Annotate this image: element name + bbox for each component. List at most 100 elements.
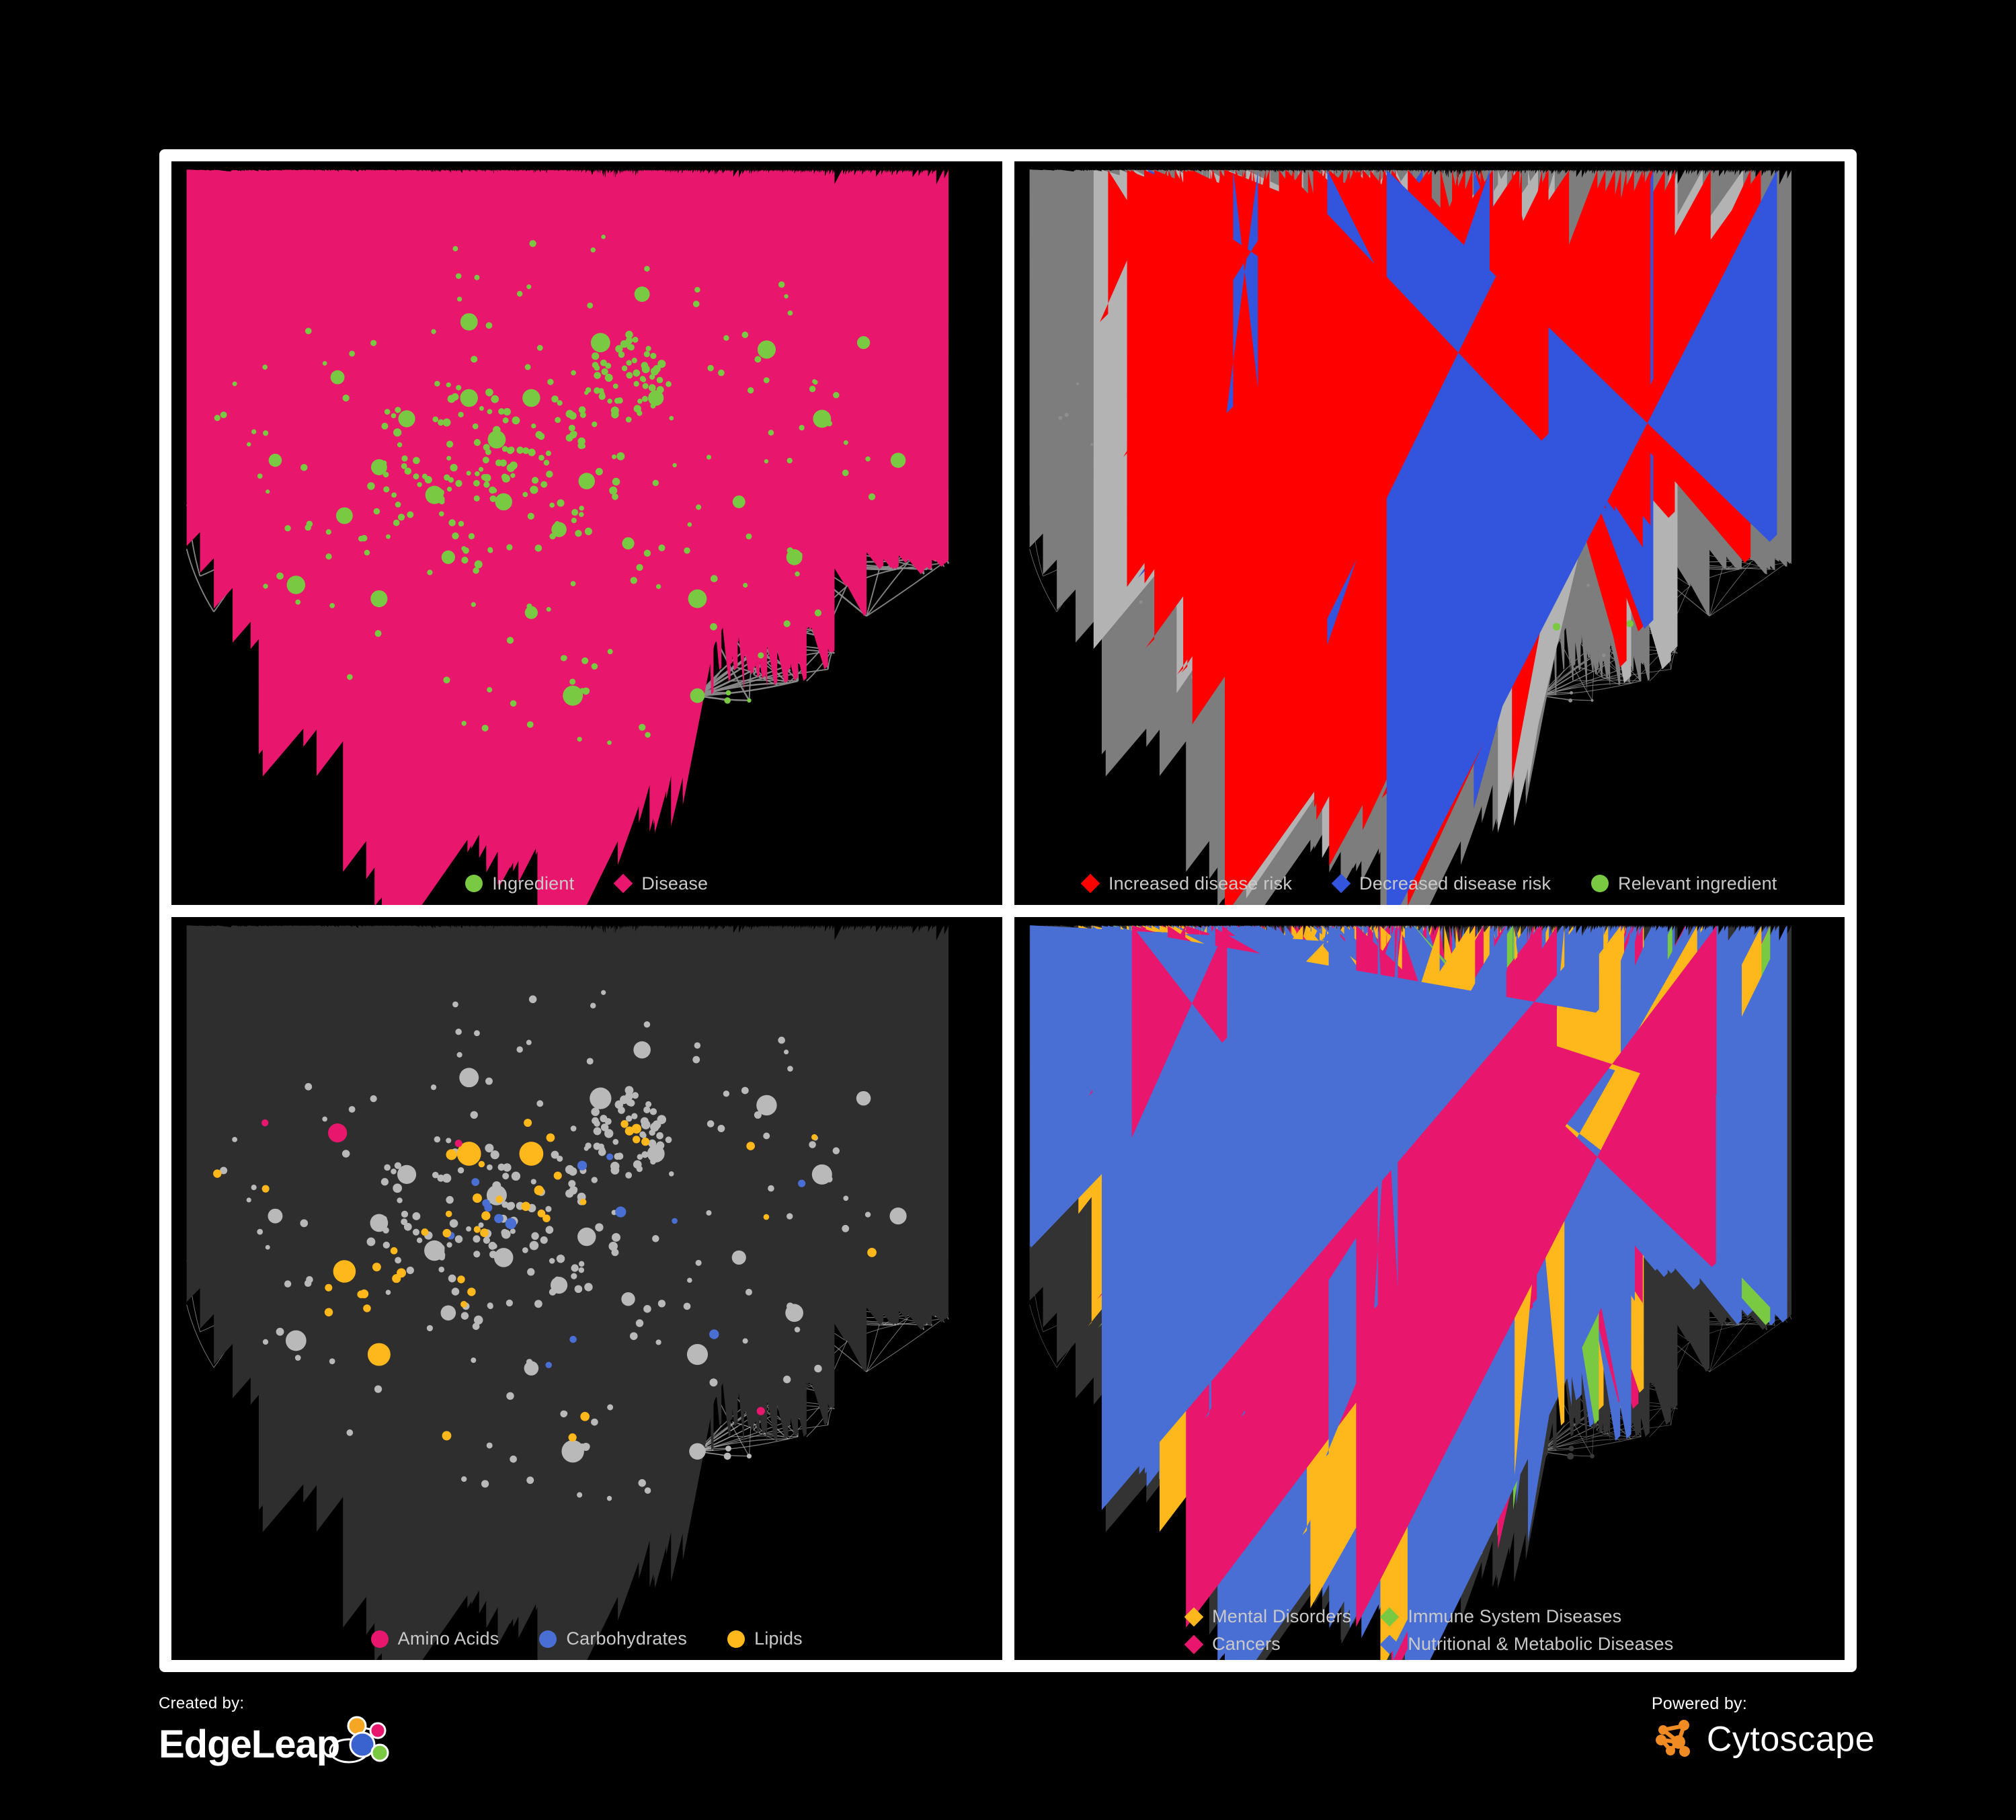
ingredient-node[interactable] [232,1136,238,1142]
ingredient-node[interactable] [614,1100,624,1109]
ingredient-node[interactable] [521,1201,531,1211]
ingredient-node[interactable] [1586,584,1590,587]
ingredient-node[interactable] [645,731,651,738]
ingredient-node[interactable] [655,1339,661,1345]
ingredient-node[interactable] [717,1124,725,1132]
ingredient-node[interactable] [658,544,666,551]
ingredient-node[interactable] [393,428,402,437]
ingredient-node[interactable] [561,1439,584,1462]
ingredient-node[interactable] [641,1132,647,1138]
ingredient-node[interactable] [596,1101,604,1108]
ingredient-node[interactable] [787,457,793,464]
ingredient-node[interactable] [492,1181,501,1190]
ingredient-node[interactable] [446,1148,457,1160]
ingredient-node[interactable] [571,370,576,376]
ingredient-node[interactable] [506,1299,513,1306]
ingredient-node[interactable] [483,481,490,488]
ingredient-node[interactable] [380,1177,389,1185]
ingredient-node[interactable] [490,1150,499,1159]
ingredient-node[interactable] [448,1274,456,1282]
ingredient-node[interactable] [590,247,596,253]
network-canvas-2[interactable] [1014,161,1845,905]
ingredient-node[interactable] [480,1228,489,1237]
ingredient-node[interactable] [856,335,871,350]
ingredient-node[interactable] [692,301,700,307]
ingredient-node[interactable] [442,1173,452,1183]
ingredient-node[interactable] [446,1137,452,1143]
ingredient-node[interactable] [723,335,729,341]
ingredient-node[interactable] [502,1172,510,1179]
ingredient-node[interactable] [502,417,509,424]
ingredient-node[interactable] [512,416,520,425]
ingredient-node[interactable] [421,1228,429,1236]
ingredient-node[interactable] [1589,1453,1595,1458]
ingredient-node[interactable] [247,442,251,447]
ingredient-node[interactable] [328,1123,348,1142]
ingredient-node[interactable] [529,240,536,247]
ingredient-node[interactable] [503,407,511,416]
ingredient-node[interactable] [554,1276,561,1283]
ingredient-node[interactable] [615,1205,627,1218]
ingredient-node[interactable] [346,1429,354,1436]
ingredient-node[interactable] [618,351,625,358]
ingredient-node[interactable] [421,473,428,479]
ingredient-node[interactable] [397,1164,417,1184]
ingredient-node[interactable] [404,467,412,475]
ingredient-node[interactable] [778,1036,785,1044]
ingredient-node[interactable] [466,471,471,476]
ingredient-node[interactable] [620,1119,629,1128]
ingredient-node[interactable] [612,1232,620,1242]
ingredient-node[interactable] [797,552,803,558]
ingredient-node[interactable] [610,406,619,415]
ingredient-node[interactable] [494,1214,503,1223]
ingredient-node[interactable] [545,1225,554,1234]
ingredient-node[interactable] [434,381,440,387]
ingredient-node[interactable] [413,457,420,465]
disease-node[interactable] [1285,169,1549,704]
ingredient-node[interactable] [450,464,458,472]
ingredient-node[interactable] [568,1433,577,1441]
ingredient-node[interactable] [329,1357,335,1364]
ingredient-node[interactable] [569,1335,577,1343]
ingredient-node[interactable] [795,571,800,577]
ingredient-node[interactable] [843,440,848,445]
ingredient-node[interactable] [666,381,672,387]
ingredient-node[interactable] [591,1176,598,1183]
ingredient-node[interactable] [653,365,661,373]
ingredient-node[interactable] [648,390,664,406]
ingredient-node[interactable] [333,1259,356,1283]
ingredient-node[interactable] [220,1166,228,1175]
ingredient-node[interactable] [454,1234,463,1243]
ingredient-node[interactable] [324,1308,333,1316]
ingredient-node[interactable] [637,1153,643,1160]
ingredient-node[interactable] [381,1216,387,1222]
ingredient-node[interactable] [485,1143,494,1152]
ingredient-node[interactable] [322,361,327,366]
ingredient-node[interactable] [489,486,496,494]
ingredient-node[interactable] [391,1168,397,1175]
ingredient-node[interactable] [489,495,497,502]
ingredient-node[interactable] [784,1049,789,1054]
ingredient-node[interactable] [540,1236,548,1244]
ingredient-node[interactable] [511,1171,521,1181]
ingredient-node[interactable] [479,406,484,411]
ingredient-node[interactable] [638,1478,646,1487]
ingredient-node[interactable] [709,1378,718,1386]
ingredient-node[interactable] [652,1234,659,1242]
ingredient-node[interactable] [690,596,696,602]
ingredient-node[interactable] [478,1160,485,1167]
ingredient-node[interactable] [591,1418,598,1425]
ingredient-node[interactable] [594,387,601,394]
ingredient-node[interactable] [889,1207,907,1224]
ingredient-node[interactable] [593,1126,602,1135]
ingredient-node[interactable] [707,1119,715,1127]
ingredient-node[interactable] [447,395,456,403]
ingredient-node[interactable] [251,1184,257,1190]
ingredient-node[interactable] [612,383,618,389]
ingredient-node[interactable] [763,1214,770,1220]
ingredient-node[interactable] [787,310,793,316]
ingredient-node[interactable] [643,351,650,358]
ingredient-node[interactable] [562,655,567,661]
ingredient-node[interactable] [686,1343,709,1365]
ingredient-node[interactable] [787,1065,793,1072]
